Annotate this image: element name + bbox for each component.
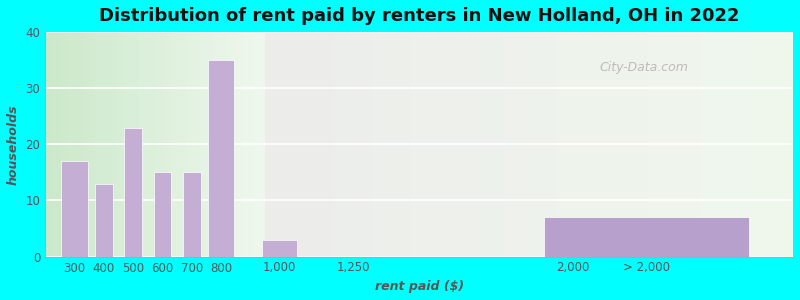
Bar (450, 32, 463, 256)
Bar (243, 32, 249, 256)
Text: City-Data.com: City-Data.com (599, 61, 688, 74)
Bar (262, 240, 298, 256)
Bar (544, 217, 749, 256)
Bar (687, 32, 701, 256)
Bar (674, 32, 687, 256)
Bar (90, 32, 94, 256)
Bar (423, 32, 437, 256)
Bar (50, 32, 56, 256)
Bar (128, 32, 134, 256)
Bar (106, 32, 111, 256)
Bar (111, 32, 117, 256)
Bar (260, 32, 265, 256)
Bar (254, 32, 260, 256)
Bar (73, 32, 78, 256)
Bar (305, 32, 318, 256)
Bar (144, 32, 150, 256)
Bar (208, 60, 234, 256)
Bar (161, 32, 166, 256)
Bar (188, 32, 194, 256)
Bar (384, 32, 397, 256)
Bar (318, 32, 331, 256)
Bar (555, 32, 569, 256)
Bar (595, 32, 608, 256)
Bar (78, 32, 84, 256)
Y-axis label: households: households (7, 104, 20, 185)
Bar (221, 32, 226, 256)
Bar (701, 32, 714, 256)
Bar (125, 128, 142, 256)
Bar (117, 32, 122, 256)
Bar (100, 32, 106, 256)
Bar (134, 32, 138, 256)
Bar (291, 32, 305, 256)
Bar (265, 32, 278, 256)
X-axis label: rent paid ($): rent paid ($) (374, 280, 464, 293)
Bar (608, 32, 622, 256)
Bar (138, 32, 144, 256)
Bar (183, 172, 201, 256)
Bar (344, 32, 358, 256)
Bar (542, 32, 555, 256)
Bar (397, 32, 410, 256)
Bar (226, 32, 232, 256)
Bar (516, 32, 529, 256)
Bar (46, 32, 50, 256)
Bar (194, 32, 199, 256)
Bar (155, 32, 161, 256)
Bar (62, 32, 67, 256)
Bar (67, 32, 73, 256)
Bar (95, 184, 113, 256)
Bar (216, 32, 221, 256)
Bar (62, 161, 88, 256)
Bar (122, 32, 128, 256)
Bar (622, 32, 634, 256)
Bar (84, 32, 90, 256)
Title: Distribution of rent paid by renters in New Holland, OH in 2022: Distribution of rent paid by renters in … (99, 7, 739, 25)
Bar (199, 32, 205, 256)
Bar (150, 32, 155, 256)
Bar (56, 32, 62, 256)
Bar (166, 32, 172, 256)
Bar (437, 32, 450, 256)
Bar (529, 32, 542, 256)
Bar (490, 32, 502, 256)
Bar (182, 32, 188, 256)
Bar (210, 32, 216, 256)
Bar (476, 32, 490, 256)
Bar (740, 32, 754, 256)
Bar (205, 32, 210, 256)
Bar (358, 32, 370, 256)
Bar (582, 32, 595, 256)
Bar (278, 32, 291, 256)
Bar (178, 32, 182, 256)
Bar (661, 32, 674, 256)
Bar (634, 32, 648, 256)
Bar (766, 32, 780, 256)
Bar (727, 32, 740, 256)
Bar (249, 32, 254, 256)
Bar (502, 32, 516, 256)
Bar (232, 32, 238, 256)
Bar (463, 32, 476, 256)
Bar (569, 32, 582, 256)
Bar (410, 32, 423, 256)
Bar (370, 32, 384, 256)
Bar (331, 32, 344, 256)
Bar (94, 32, 100, 256)
Bar (754, 32, 766, 256)
Bar (780, 32, 793, 256)
Bar (154, 172, 171, 256)
Bar (714, 32, 727, 256)
Bar (238, 32, 243, 256)
Bar (648, 32, 661, 256)
Bar (172, 32, 178, 256)
